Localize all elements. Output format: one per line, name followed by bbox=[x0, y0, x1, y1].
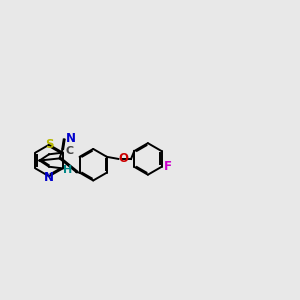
Text: C: C bbox=[65, 146, 74, 156]
Text: O: O bbox=[119, 152, 129, 165]
Text: N: N bbox=[44, 171, 54, 184]
Text: S: S bbox=[45, 137, 53, 151]
Text: F: F bbox=[164, 160, 172, 173]
Text: H: H bbox=[62, 165, 72, 176]
Text: N: N bbox=[66, 132, 76, 145]
